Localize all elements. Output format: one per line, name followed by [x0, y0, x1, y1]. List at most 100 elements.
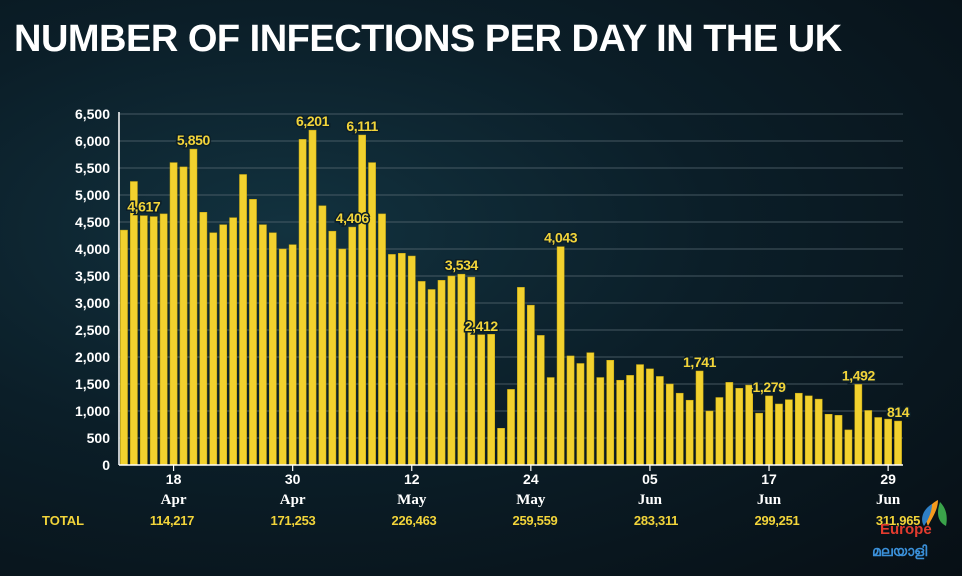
y-tick-label: 6,000	[75, 133, 110, 149]
bar	[874, 417, 883, 466]
bar	[209, 232, 218, 466]
bar	[705, 410, 714, 466]
data-label: 6,201	[296, 113, 330, 129]
bar	[467, 276, 476, 466]
chart-title: NUMBER OF INFECTIONS PER DAY IN THE UK	[14, 18, 842, 60]
data-label: 4,617	[127, 199, 161, 215]
total-value: 114,217	[149, 513, 195, 528]
data-label: 6,111	[346, 118, 378, 134]
bar	[794, 392, 803, 466]
y-tick-label: 6,500	[75, 106, 110, 122]
bar	[427, 289, 436, 466]
bar	[745, 384, 753, 466]
y-tick-label: 0	[102, 457, 110, 473]
y-tick-label: 4,000	[75, 241, 110, 257]
total-value: 259,559	[512, 513, 558, 528]
x-tick-day: 05	[642, 471, 658, 487]
y-tick-label: 5,000	[75, 187, 110, 203]
bar	[169, 162, 178, 466]
x-tick-labels: 18 Apr 30 Apr 12 May 24 May 05 Jun 17 Jun 29 Jun	[161, 471, 901, 508]
bar	[368, 162, 376, 466]
y-tick-label: 2,500	[75, 322, 110, 338]
bar	[338, 248, 347, 466]
bar	[775, 403, 783, 466]
bar	[189, 148, 198, 466]
bar	[358, 134, 366, 466]
bar	[417, 281, 426, 466]
bar	[159, 213, 168, 466]
bar	[884, 418, 892, 466]
bar	[765, 395, 773, 466]
y-tick-label: 3,000	[75, 295, 110, 311]
feather-icon	[922, 500, 947, 526]
x-tick-month: May	[516, 492, 546, 508]
y-tick-label: 2,000	[75, 349, 110, 365]
bar	[685, 399, 694, 466]
data-label: 4,043	[544, 230, 578, 246]
bar	[229, 217, 237, 466]
axes	[118, 112, 903, 471]
x-tick-day: 29	[880, 471, 896, 487]
bar	[665, 383, 674, 466]
bar	[715, 397, 724, 466]
bar	[457, 273, 466, 466]
total-value: 226,463	[391, 513, 437, 528]
bar	[814, 398, 823, 466]
data-label: 814	[887, 404, 910, 420]
bar	[824, 413, 833, 466]
bar	[556, 246, 565, 466]
x-tick-month: Jun	[638, 492, 663, 508]
total-value: 283,311	[633, 513, 679, 528]
bar	[259, 224, 267, 466]
bar	[656, 376, 664, 466]
bar	[437, 280, 446, 466]
x-tick-day: 18	[166, 471, 182, 487]
bar	[298, 139, 307, 466]
total-value: 171,253	[270, 513, 316, 528]
bar	[398, 253, 406, 466]
bar	[278, 248, 287, 466]
bar	[616, 379, 624, 466]
data-label: 4,406	[336, 210, 370, 226]
y-tick-labels: 0 500 1,000 1,500 2,000 2,500 3,000 3,500 4,000 4…	[75, 106, 110, 473]
x-tick-day: 24	[523, 471, 539, 487]
data-label: 2,412	[465, 318, 499, 334]
x-tick-month: Apr	[161, 492, 187, 508]
bar	[646, 368, 654, 466]
bar	[725, 382, 734, 466]
bar	[566, 355, 575, 466]
data-label: 5,850	[177, 132, 211, 148]
bar	[864, 410, 873, 466]
bar	[348, 226, 357, 466]
europe-malayali-logo: Europe മലയാളി	[872, 500, 947, 560]
bar	[179, 166, 188, 466]
data-label: 1,492	[842, 367, 876, 383]
bar	[626, 375, 634, 466]
bar	[477, 334, 486, 466]
logo-malayali: മലയാളി	[872, 544, 928, 560]
bar	[536, 335, 545, 466]
y-tick-label: 3,500	[75, 268, 110, 284]
bar	[318, 205, 327, 466]
bar	[695, 370, 704, 466]
bar	[378, 213, 386, 466]
bar	[487, 334, 495, 466]
bar	[447, 275, 456, 466]
bar	[785, 399, 793, 466]
x-tick-day: 30	[285, 471, 301, 487]
bar	[199, 212, 208, 466]
bar	[586, 352, 595, 466]
bar	[219, 224, 228, 466]
bar	[149, 216, 158, 466]
x-tick-month: Jun	[757, 492, 782, 508]
bar	[269, 232, 277, 466]
bar	[844, 429, 853, 466]
bar	[328, 230, 337, 466]
totals-label: TOTAL	[42, 513, 85, 528]
y-tick-label: 5,500	[75, 160, 110, 176]
bar	[130, 181, 138, 466]
bar	[606, 359, 615, 466]
bars	[120, 129, 902, 466]
bar	[576, 363, 585, 466]
